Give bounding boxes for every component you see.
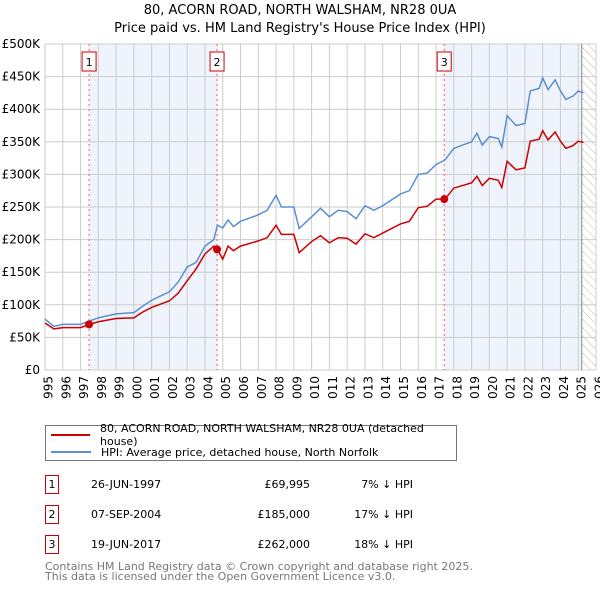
y-tick-label: £100K xyxy=(2,298,42,312)
hpi-line xyxy=(44,75,584,328)
x-tick-label: 2008 xyxy=(273,376,287,400)
sale-row: 3 19-JUN-2017 £262,000 18% ↓ HPI xyxy=(45,535,465,555)
x-tick-label: 2016 xyxy=(415,376,429,400)
sale-date: 07-SEP-2004 xyxy=(91,508,162,521)
chart-title: 80, ACORN ROAD, NORTH WALSHAM, NR28 0UA xyxy=(143,3,457,18)
y-tick-label: £400K xyxy=(2,102,42,116)
footer-copyright: Contains HM Land Registry data © Crown c… xyxy=(45,560,473,573)
x-tick-label: 2011 xyxy=(326,376,340,400)
x-tick-label: 2023 xyxy=(539,376,553,400)
x-tick-label: 2021 xyxy=(504,376,518,400)
sale-marker-box xyxy=(436,51,452,72)
sale-hpi-diff: 17% ↓ HPI xyxy=(354,508,413,521)
legend-item-hpi: HPI: Average price, detached house, Nort… xyxy=(51,444,378,460)
y-tick-label: £200K xyxy=(2,233,42,247)
x-tick-label: 2019 xyxy=(468,376,482,400)
x-tick-label: 2026 xyxy=(593,376,600,400)
sale-marker-badge: 1 xyxy=(45,475,59,494)
sale-date: 26-JUN-1997 xyxy=(91,478,162,491)
x-tick-label: 2013 xyxy=(361,376,375,400)
sale-marker-box xyxy=(209,51,225,72)
x-tick-label: 2025 xyxy=(575,376,589,400)
footer-licence: This data is licensed under the Open Gov… xyxy=(45,570,396,583)
legend-item-property: 80, ACORN ROAD, NORTH WALSHAM, NR28 0UA … xyxy=(51,422,456,448)
x-tick-label: 2006 xyxy=(237,376,251,400)
y-tick-label: £150K xyxy=(2,265,42,279)
y-tick-label: £50K xyxy=(9,330,41,344)
y-tick-label: £0 xyxy=(25,363,40,377)
y-tick-label: £500K xyxy=(2,37,42,51)
legend: 80, ACORN ROAD, NORTH WALSHAM, NR28 0UA … xyxy=(45,422,457,461)
sale-date: 19-JUN-2017 xyxy=(91,538,162,551)
x-tick-label: 2000 xyxy=(130,376,144,400)
x-tick-label: 2007 xyxy=(255,376,269,400)
sale-point xyxy=(440,195,449,204)
sale-point xyxy=(85,320,94,329)
x-tick-label: 2022 xyxy=(521,376,535,400)
x-tick-label: 1995 xyxy=(42,376,56,400)
sale-price: £69,995 xyxy=(264,478,311,491)
x-tick-label: 2010 xyxy=(308,376,322,400)
x-tick-label: 1996 xyxy=(59,376,73,400)
x-tick-label: 2003 xyxy=(184,376,198,400)
sale-price: £262,000 xyxy=(257,538,311,551)
y-tick-label: £450K xyxy=(2,70,42,84)
y-tick-label: £350K xyxy=(2,135,42,149)
sale-price: £185,000 xyxy=(257,508,311,521)
x-tick-label: 2017 xyxy=(433,376,447,400)
x-tick-label: 2012 xyxy=(344,376,358,400)
sale-hpi-diff: 18% ↓ HPI xyxy=(354,538,413,551)
x-tick-label: 2014 xyxy=(379,376,393,400)
sale-marker-badge: 2 xyxy=(45,505,59,524)
price-paid-line xyxy=(44,129,584,330)
x-tick-label: 1999 xyxy=(113,376,127,400)
legend-label: 80, ACORN ROAD, NORTH WALSHAM, NR28 0UA … xyxy=(100,422,424,448)
x-tick-label: 2005 xyxy=(219,376,233,400)
x-tick-label: 2004 xyxy=(201,376,215,400)
sale-row: 2 07-SEP-2004 £185,000 17% ↓ HPI xyxy=(45,505,465,525)
chart-subtitle: Price paid vs. HM Land Registry's House … xyxy=(114,21,486,36)
x-tick-label: 2009 xyxy=(290,376,304,400)
sale-marker-label: 3 xyxy=(441,56,448,69)
x-tick-label: 2001 xyxy=(148,376,162,400)
x-tick-label: 1998 xyxy=(95,376,109,400)
sale-row: 1 26-JUN-1997 £69,995 7% ↓ HPI xyxy=(45,475,465,495)
legend-swatch-blue xyxy=(51,451,91,453)
sale-marker-badge: 3 xyxy=(45,535,59,554)
x-tick-label: 2024 xyxy=(557,376,571,400)
plot-area: 1995 1996 1997 1998 1999 2000 2001 2002 2003 2004… xyxy=(2,37,600,400)
sale-hpi-diff: 7% ↓ HPI xyxy=(361,478,413,491)
x-tick-label: 2002 xyxy=(166,376,180,400)
sale-marker-label: 1 xyxy=(86,56,93,69)
y-tick-label: £250K xyxy=(2,200,42,214)
x-tick-label: 2015 xyxy=(397,376,411,400)
x-tick-label: 2018 xyxy=(450,376,464,400)
x-tick-label: 1997 xyxy=(77,376,91,400)
legend-swatch-red xyxy=(51,434,91,436)
sale-marker-box xyxy=(81,51,97,72)
legend-label: HPI: Average price, detached house, Nort… xyxy=(101,445,379,459)
sale-point xyxy=(213,245,222,254)
sale-marker-label: 2 xyxy=(214,56,221,69)
y-tick-label: £300K xyxy=(2,167,42,181)
x-tick-label: 2020 xyxy=(486,376,500,400)
